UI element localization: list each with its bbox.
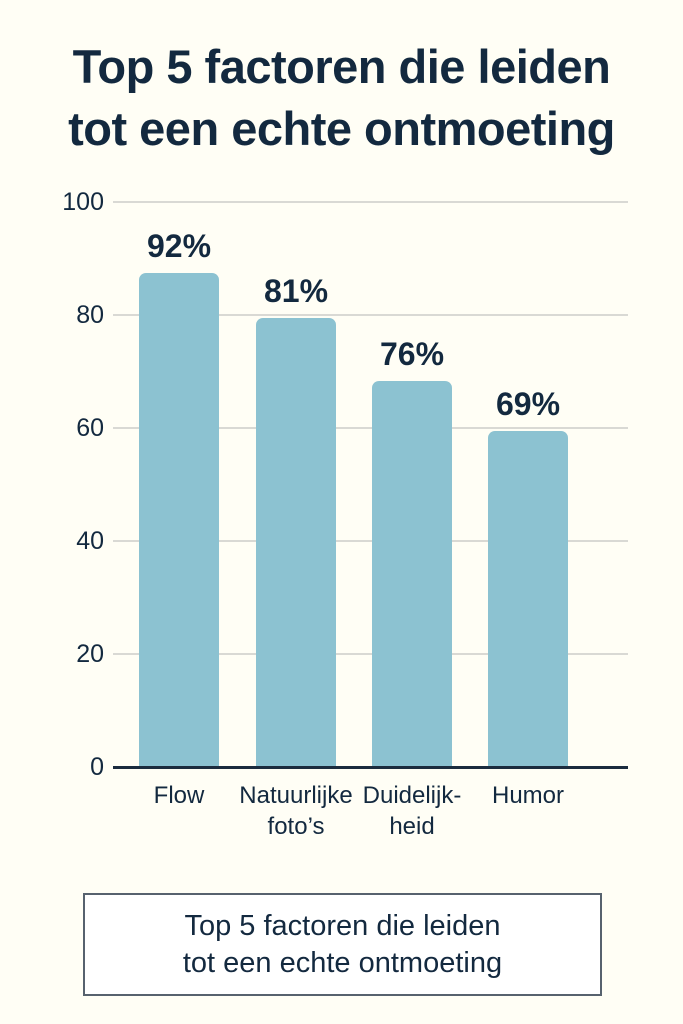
bar-value-label-duidelijk-heid: 76%	[379, 336, 445, 372]
bar-value-label-flow: 92%	[146, 228, 212, 264]
y-tick-label-60: 60	[76, 414, 104, 442]
page-title-line2: tot een echte ontmoeting	[68, 102, 615, 155]
bar-natuurlijke-foto-s	[256, 318, 336, 767]
x-category-label-flow: Flow	[153, 782, 205, 809]
x-category-label-natuurlijke-foto-s: Natuurlijke foto’s	[239, 782, 353, 840]
bar-value-label-humor: 69%	[495, 386, 561, 422]
gridline-20	[113, 653, 628, 655]
y-tick-label-40: 40	[76, 527, 104, 555]
bar-flow	[139, 273, 219, 767]
y-tick-label-100: 100	[62, 188, 104, 216]
caption-line1: Top 5 factoren die leiden	[184, 909, 501, 942]
x-category-label-duidelijk-heid: Duidelijk-heid	[362, 782, 462, 840]
gridline-80	[113, 314, 628, 316]
y-tick-label-20: 20	[76, 640, 104, 668]
caption-text: Top 5 factoren die leiden tot een echte o…	[183, 908, 502, 982]
caption-line2: tot een echte ontmoeting	[182, 946, 503, 979]
caption-box: Top 5 factoren die leiden tot een echte o…	[83, 893, 602, 996]
y-tick-label-80: 80	[76, 301, 104, 329]
gridline-60	[113, 427, 628, 429]
bar-value-label-natuurlijke-foto-s: 81%	[263, 273, 329, 309]
bar-humor	[488, 431, 568, 767]
bar-duidelijk-heid	[372, 381, 452, 767]
page-title: Top 5 factoren die leiden tot een echte o…	[0, 36, 683, 160]
x-category-label-humor: Humor	[491, 782, 564, 809]
gridline-100	[113, 201, 628, 203]
y-tick-label-0: 0	[90, 753, 104, 781]
x-axis-line	[113, 766, 628, 769]
page-title-line1: Top 5 factoren die leiden	[72, 40, 611, 93]
gridline-40	[113, 540, 628, 542]
